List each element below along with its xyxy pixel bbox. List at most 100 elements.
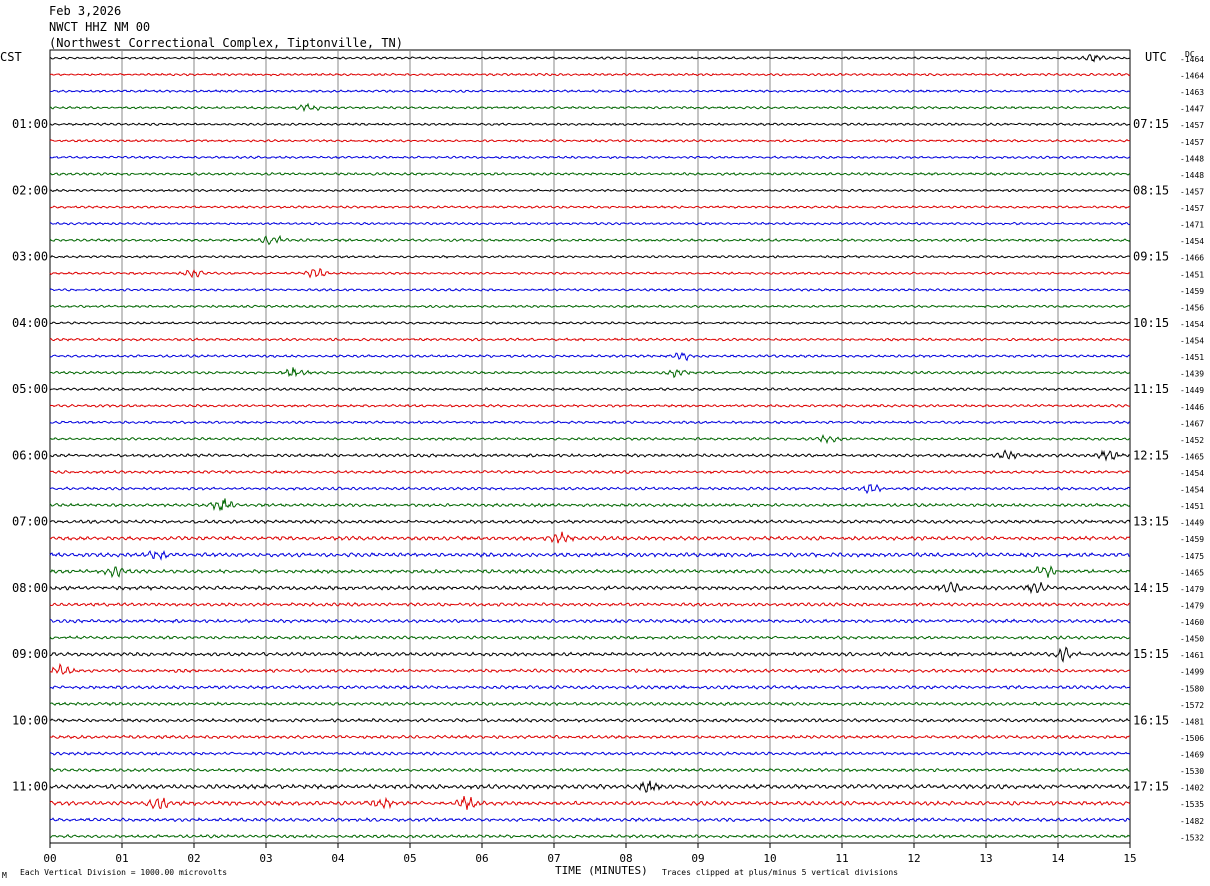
dc-offset-label: -1449: [1180, 519, 1204, 528]
dc-offset-label: -1454: [1180, 469, 1204, 478]
x-tick-label: 03: [259, 852, 272, 865]
dc-offset-label: -1530: [1180, 767, 1204, 776]
cst-hour-label: 09:00: [12, 647, 48, 661]
cst-hour-label: 06:00: [12, 448, 48, 462]
seismogram-trace: [49, 531, 1131, 544]
seismogram-trace: [49, 89, 1131, 93]
seismogram-trace: [49, 304, 1131, 309]
footer-corner-mark: M: [2, 871, 7, 880]
seismogram-trace: [49, 498, 1131, 512]
utc-hour-label: 13:15: [1133, 515, 1169, 529]
seismogram-trace: [49, 734, 1131, 740]
cst-hour-label: 03:00: [12, 250, 48, 264]
cst-hour-label: 04:00: [12, 316, 48, 330]
utc-hour-label: 07:15: [1133, 117, 1169, 131]
header-station: NWCT HHZ NM 00: [49, 20, 151, 34]
seismogram-trace: [49, 321, 1131, 325]
seismogram-trace: [49, 288, 1131, 292]
seismogram-trace: [49, 122, 1131, 127]
footer-clip-note: Traces clipped at plus/minus 5 vertical …: [662, 868, 899, 877]
dc-offset-label: -1535: [1180, 800, 1204, 809]
x-tick-label: 11: [835, 852, 848, 865]
cst-hour-label: 01:00: [12, 117, 48, 131]
dc-offset-label: -1459: [1180, 287, 1204, 296]
x-tick-label: 12: [907, 852, 920, 865]
cst-hour-label: 11:00: [12, 780, 48, 794]
dc-offset-label: -1450: [1180, 635, 1204, 644]
seismogram-trace: [49, 663, 1131, 675]
x-tick-label: 06: [475, 852, 488, 865]
seismogram-trace: [49, 155, 1131, 160]
dc-offset-label: -1454: [1180, 337, 1204, 346]
seismogram-trace: [49, 717, 1131, 723]
seismogram-trace: [49, 483, 1131, 495]
footer-scale-note: Each Vertical Division = 1000.00 microvo…: [20, 868, 228, 877]
utc-hour-label: 11:15: [1133, 382, 1169, 396]
dc-offset-label: -1482: [1180, 817, 1204, 826]
dc-offset-label: -1402: [1180, 784, 1204, 793]
cst-hour-label: 07:00: [12, 515, 48, 529]
seismogram-trace: [49, 549, 1131, 561]
dc-offset-label: -1459: [1180, 535, 1204, 544]
seismogram-trace: [49, 796, 1131, 810]
cst-hour-label: 02:00: [12, 183, 48, 197]
dc-offset-label: -1449: [1180, 386, 1204, 395]
dc-offset-label: -1499: [1180, 668, 1204, 677]
x-tick-label: 09: [691, 852, 704, 865]
seismogram-trace: [49, 102, 1130, 113]
seismogram-trace: [49, 420, 1131, 425]
dc-offset-label: -1466: [1180, 254, 1204, 263]
cst-hour-label: 05:00: [12, 382, 48, 396]
dc-offset-label: -1456: [1180, 303, 1204, 312]
dc-offset-label: -1481: [1180, 717, 1204, 726]
seismogram-trace: [49, 221, 1131, 226]
seismogram-trace: [49, 519, 1131, 525]
seismogram-trace: [49, 646, 1131, 663]
plot-frame: [49, 49, 1131, 844]
seismogram-trace: [49, 449, 1131, 462]
seismogram-trace: [49, 817, 1131, 823]
x-tick-label: 15: [1123, 852, 1136, 865]
seismogram-trace: [49, 565, 1131, 579]
utc-hour-label: 12:15: [1133, 448, 1169, 462]
dc-offset-label: -1475: [1180, 552, 1204, 561]
dc-offset-label: -1465: [1180, 568, 1204, 577]
x-tick-label: 10: [763, 852, 776, 865]
seismogram-trace: [49, 138, 1131, 143]
x-tick-label: 14: [1051, 852, 1065, 865]
dc-offset-label: -1479: [1180, 585, 1204, 594]
dc-offset-label: -1457: [1180, 138, 1204, 147]
seismogram-trace: [49, 767, 1131, 773]
dc-offset-label: -1454: [1180, 320, 1204, 329]
seismogram-trace: [49, 403, 1131, 408]
seismogram-trace: [49, 618, 1131, 624]
x-tick-label: 13: [979, 852, 992, 865]
dc-offset-label: -1461: [1180, 651, 1204, 660]
cst-axis-title: CST: [0, 50, 22, 64]
axis-labels: 00 01 02 03 04 05 06 07 08 09 10 11 12 13 14 15 -1464 -14…: [0, 50, 1204, 865]
dc-offset-label: -1451: [1180, 353, 1204, 362]
seismogram-trace: [49, 234, 1131, 246]
dc-offset-label: -1447: [1180, 105, 1204, 114]
seismogram-trace: [49, 188, 1131, 193]
dc-offset-label: -1457: [1180, 204, 1204, 213]
dc-offset-label: -1467: [1180, 419, 1204, 428]
x-tick-label: 04: [331, 852, 345, 865]
seismogram-trace: [49, 751, 1131, 756]
cst-hour-label: 08:00: [12, 581, 48, 595]
dc-offset-label: -1451: [1180, 502, 1204, 511]
seismogram-trace: [49, 601, 1131, 608]
dc-offset-label: -1439: [1180, 370, 1204, 379]
dc-offset-label: -1572: [1180, 701, 1204, 710]
dc-offset-label: -1448: [1180, 171, 1204, 180]
dc-offset-label: -1506: [1180, 734, 1204, 743]
x-tick-label: 01: [115, 852, 128, 865]
dc-offset-label: -1457: [1180, 121, 1204, 130]
utc-axis-title: UTC: [1145, 50, 1167, 64]
seismogram-trace: [49, 72, 1131, 77]
plot-grid: [49, 49, 1131, 848]
dc-offset-label: -1532: [1180, 833, 1204, 842]
seismogram-trace: [49, 701, 1131, 707]
seismogram-trace: [49, 205, 1131, 209]
